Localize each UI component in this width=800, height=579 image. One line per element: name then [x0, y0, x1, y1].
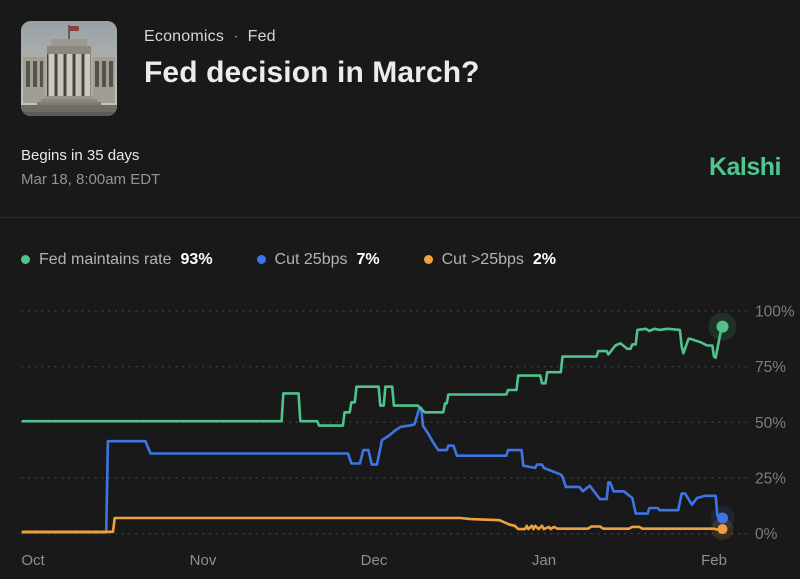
legend-dot-green: [21, 255, 30, 264]
x-tick-jan: Jan: [531, 552, 557, 569]
breadcrumb-separator: ·: [233, 28, 239, 45]
series-line-1: [21, 406, 724, 534]
legend-dot-orange: [423, 255, 433, 264]
legend-item-fed-maintains-rate[interactable]: Fed maintains rate 93%: [21, 251, 213, 269]
x-tick-dec: Dec: [360, 552, 388, 569]
page-title: Fed decision in March?: [144, 56, 480, 89]
series-line-2: [21, 516, 724, 534]
breadcrumb: Economics · Fed: [144, 28, 276, 46]
legend-value: 7%: [356, 250, 380, 268]
fed-building-image: [21, 21, 117, 116]
series-endpoint-dot: [717, 512, 729, 524]
market-avatar: [21, 21, 117, 116]
x-axis: Oct Nov Dec Jan Feb: [0, 552, 800, 572]
event-datetime: Mar 18, 8:00am EDT: [21, 171, 161, 188]
begins-in-label: Begins in 35 days: [21, 147, 140, 164]
breadcrumb-subcategory[interactable]: Fed: [247, 28, 276, 45]
legend-label: Cut >25bps: [441, 250, 524, 268]
x-tick-nov: Nov: [189, 552, 217, 569]
series-endpoint-dot: [716, 320, 729, 333]
x-tick-feb: Feb: [701, 552, 727, 569]
y-tick-label: 100%: [755, 304, 795, 321]
legend-label: Cut 25bps: [274, 250, 348, 268]
legend-value: 93%: [180, 250, 213, 268]
header-divider: [0, 217, 800, 218]
chart-legend: Fed maintains rate 93% Cut 25bps 7% Cut …: [21, 250, 556, 269]
x-tick-oct: Oct: [21, 552, 45, 569]
series-endpoint-dot: [717, 524, 728, 535]
series-line-0: [21, 325, 724, 427]
y-tick-label: 0%: [755, 526, 778, 543]
legend-label: Fed maintains rate: [39, 250, 172, 268]
legend-dot-blue: [256, 255, 266, 264]
legend-item-cut-25bps[interactable]: Cut 25bps 7%: [256, 250, 380, 269]
breadcrumb-category[interactable]: Economics: [144, 28, 225, 45]
price-history-chart[interactable]: 0% 25% 50% 75% 100%: [0, 295, 800, 547]
kalshi-logo[interactable]: Kalshi: [708, 153, 782, 181]
y-tick-label: 75%: [755, 359, 786, 376]
legend-value: 2%: [532, 250, 557, 268]
y-tick-label: 50%: [755, 415, 786, 432]
y-tick-label: 25%: [755, 470, 786, 487]
legend-item-cut-gt-25bps[interactable]: Cut >25bps 2%: [423, 250, 557, 269]
